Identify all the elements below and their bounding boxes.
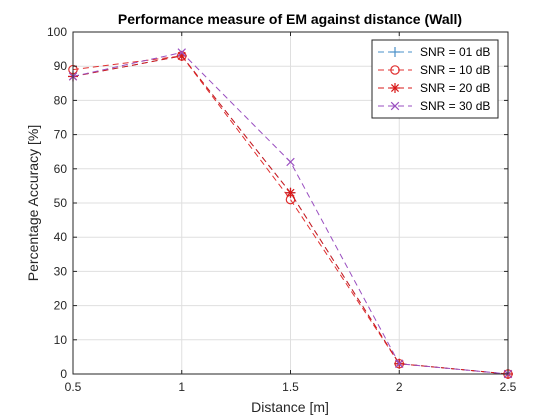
legend: SNR = 01 dB SNR = 10 dB SNR = 20 dB SNR = 3… <box>371 39 499 119</box>
y-tick-label: 70 <box>54 128 68 142</box>
series-layer <box>68 48 513 379</box>
y-tick-label: 0 <box>60 367 67 381</box>
legend-box <box>371 39 499 119</box>
y-tick-label: 80 <box>54 93 68 107</box>
x-axis-label: Distance [m] <box>251 399 329 415</box>
series-marker <box>390 47 400 57</box>
y-tick-label: 20 <box>54 299 68 313</box>
y-tick-label: 90 <box>54 59 68 73</box>
y-tick-label: 50 <box>54 196 68 210</box>
legend-label: SNR = 01 dB <box>420 45 490 59</box>
legend-entry: SNR = 30 dB <box>378 99 490 113</box>
legend-label: SNR = 20 dB <box>420 81 490 95</box>
x-tick-label: 1 <box>178 380 185 394</box>
legend-label: SNR = 10 dB <box>420 63 490 77</box>
series-marker <box>390 101 400 111</box>
series-marker <box>395 359 404 368</box>
series-marker <box>390 83 400 93</box>
x-tick-label: 0.5 <box>65 380 82 394</box>
chart-title: Performance measure of EM against distan… <box>118 11 462 27</box>
y-tick-label: 40 <box>54 230 68 244</box>
y-tick-label: 30 <box>54 264 68 278</box>
series-marker <box>390 65 400 75</box>
legend-entry: SNR = 10 dB <box>378 63 490 77</box>
axis-ticks: 0.5 1 1.5 2 2.5 0 10 20 30 40 50 60 70 80 90 100 <box>47 25 517 394</box>
x-tick-label: 2.5 <box>500 380 517 394</box>
series-marker <box>285 187 296 198</box>
y-tick-label: 100 <box>47 25 67 39</box>
y-tick-label: 60 <box>54 162 68 176</box>
legend-entry: SNR = 20 dB <box>378 81 490 95</box>
legend-label: SNR = 30 dB <box>420 99 490 113</box>
y-axis-label: Percentage Accuracy [%] <box>25 125 41 281</box>
series-marker <box>177 48 186 57</box>
legend-entry: SNR = 01 dB <box>378 45 490 59</box>
series-marker <box>286 157 295 167</box>
y-tick-label: 10 <box>54 333 68 347</box>
x-tick-label: 1.5 <box>282 380 299 394</box>
x-tick-label: 2 <box>396 380 403 394</box>
